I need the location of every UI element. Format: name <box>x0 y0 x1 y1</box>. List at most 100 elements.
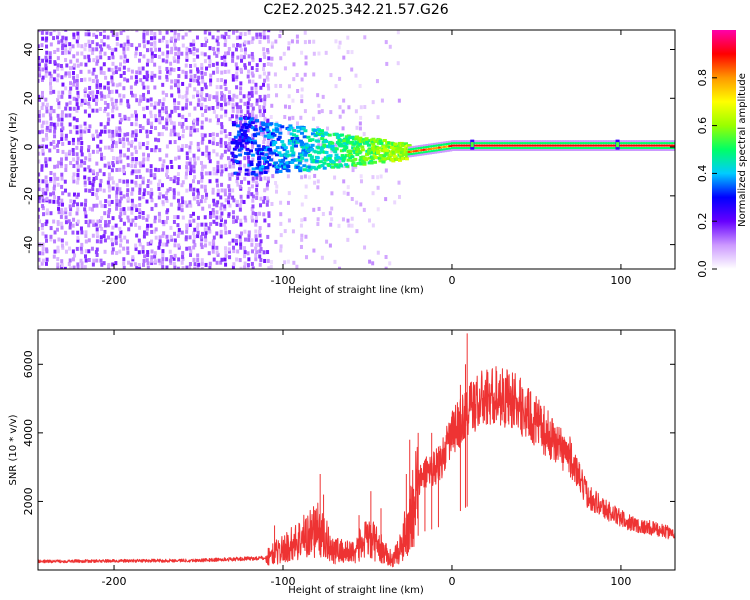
spectrogram-cell <box>76 238 80 243</box>
spectrogram-cell <box>267 30 271 33</box>
spectrogram-cell <box>238 160 242 165</box>
spectrogram-cell <box>56 176 60 181</box>
spectrogram-cell <box>347 223 351 228</box>
spectrogram-cell <box>384 40 388 45</box>
spectrogram-cell <box>153 229 157 234</box>
spectrogram-cell <box>243 32 247 37</box>
spectrogram-cell <box>95 227 99 232</box>
spectrogram-cell <box>618 148 623 151</box>
spectrogram-cell <box>279 248 283 253</box>
spectrogram-cell <box>466 147 471 150</box>
spectrogram-cell <box>488 144 493 147</box>
spectrogram-cell <box>422 144 427 147</box>
spectrogram-cell <box>509 144 514 147</box>
spectrogram-cell <box>410 148 415 151</box>
spectrogram-cell <box>208 59 212 64</box>
spectrogram-cell <box>95 188 99 193</box>
spectrogram-cell <box>149 31 153 36</box>
spectrogram-cell <box>308 146 313 150</box>
spectrogram-cell <box>519 148 524 151</box>
spectrogram-cell <box>161 102 165 107</box>
spectrogram-cell <box>184 200 188 205</box>
spectrogram-cell <box>585 144 590 147</box>
spectrogram-cell <box>234 139 239 143</box>
spectrogram-cell <box>150 71 154 76</box>
spectrogram-cell <box>203 30 207 35</box>
spectrogram-cell <box>259 129 264 133</box>
spectrogram-cell <box>569 148 574 151</box>
spectrogram-cell <box>114 235 118 240</box>
spectrogram-cell <box>45 58 49 63</box>
spectrogram-cell <box>203 82 207 87</box>
spectrogram-cell <box>76 264 80 269</box>
spectrogram-cell <box>208 179 212 184</box>
spectrogram-cell <box>208 46 212 51</box>
spectrogram-cell <box>236 175 240 180</box>
spectrogram-cell <box>173 243 177 248</box>
spectrogram-cell <box>254 246 258 251</box>
spectrogram-cell <box>135 175 139 180</box>
spectrogram-cell <box>360 145 365 149</box>
spectrogram-cell <box>246 93 250 98</box>
spectrogram-cell <box>554 144 559 147</box>
spectrogram-cell <box>227 212 231 217</box>
spectrogram-cell <box>231 102 235 107</box>
spectrogram-cell <box>244 141 249 145</box>
spectrogram-cell <box>111 101 115 106</box>
spectrogram-cell <box>453 144 458 147</box>
spectrogram-cell <box>41 113 45 118</box>
spectrogram-cell <box>201 96 205 101</box>
spectrogram-cell <box>88 157 92 162</box>
spectrogram-cell <box>338 114 342 119</box>
spectrogram-cell <box>231 54 235 59</box>
spectrogram-cell <box>259 85 263 90</box>
spectrogram-cell <box>193 106 197 111</box>
spectrogram-cell <box>359 155 364 159</box>
spectrogram-cell <box>320 143 324 148</box>
spectrogram-cell <box>271 151 276 155</box>
spectrogram-cell <box>65 241 69 246</box>
spectrogram-cell <box>653 147 658 150</box>
spectrogram-cell <box>181 43 185 48</box>
spectrogram-cell <box>478 142 483 145</box>
spectrogram-cell <box>77 137 81 142</box>
spectrogram-cell <box>393 200 397 205</box>
spectrogram-cell <box>165 198 169 203</box>
spectrogram-cell <box>355 200 359 205</box>
spectrogram-cell <box>142 30 146 32</box>
spectrogram-cell <box>150 78 154 83</box>
spectrogram-cell <box>238 153 243 157</box>
spectrogram-cell <box>134 51 138 56</box>
spectrogram-cell <box>216 118 220 123</box>
spectrogram-cell <box>75 211 79 216</box>
spectrogram-cell <box>587 144 592 147</box>
spectrogram-cell <box>476 144 481 147</box>
spectrogram-cell <box>173 79 177 84</box>
spectrogram-cell <box>207 155 211 160</box>
spectrogram-cell <box>242 131 247 135</box>
spectrogram-cell <box>68 74 72 79</box>
spectrogram-cell <box>180 147 184 152</box>
spectrogram-cell <box>224 102 228 107</box>
spectrogram-cell <box>91 191 95 196</box>
spectrogram-cell <box>200 261 204 266</box>
spectrogram-cell <box>407 146 412 149</box>
spectrogram-cell <box>239 128 244 132</box>
spectrogram-cell <box>95 161 99 166</box>
spectrogram-cell <box>640 140 645 143</box>
spectrogram-cell <box>266 198 270 203</box>
spectrogram-cell <box>582 140 587 143</box>
spectrogram-cell <box>64 167 68 172</box>
spectrogram-cell <box>224 62 228 67</box>
spectrogram-cell <box>290 149 295 153</box>
spectrogram-cell <box>177 94 181 99</box>
spectrogram-cell <box>87 223 91 228</box>
spectrogram-cell <box>250 86 254 91</box>
spectrogram-cell <box>196 141 200 146</box>
spectrogram-cell <box>53 125 57 130</box>
spectrogram-cell <box>87 238 91 243</box>
spectrogram-cell <box>119 217 123 222</box>
spectrogram-cell <box>64 156 68 161</box>
spectrogram-cell <box>531 147 536 150</box>
spectrogram-cell <box>263 55 267 60</box>
